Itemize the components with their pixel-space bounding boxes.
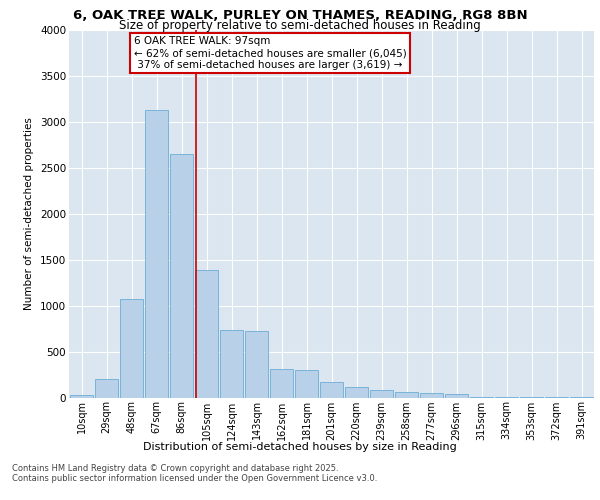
Bar (195, 270, 218, 398)
Text: Contains public sector information licensed under the Open Government Licence v3: Contains public sector information licen… (12, 474, 377, 483)
Text: 6 OAK TREE WALK: 97sqm
← 62% of semi-detached houses are smaller (6,045)
 37% of: 6 OAK TREE WALK: 97sqm ← 62% of semi-det… (134, 36, 407, 70)
Bar (145, 110, 168, 398)
Bar (120, 299, 143, 398)
Bar (270, 369, 293, 398)
Bar (295, 370, 318, 398)
Bar (170, 154, 193, 398)
Text: Distribution of semi-detached houses by size in Reading: Distribution of semi-detached houses by … (143, 442, 457, 452)
Bar (95, 379, 118, 398)
Bar (420, 393, 443, 398)
Text: Contains HM Land Registry data © Crown copyright and database right 2025.: Contains HM Land Registry data © Crown c… (12, 464, 338, 473)
Bar (470, 396, 493, 398)
Text: 6, OAK TREE WALK, PURLEY ON THAMES, READING, RG8 8BN: 6, OAK TREE WALK, PURLEY ON THAMES, READ… (73, 9, 527, 22)
Bar (70, 394, 93, 398)
Bar (345, 387, 368, 398)
Bar (395, 392, 418, 398)
Text: Size of property relative to semi-detached houses in Reading: Size of property relative to semi-detach… (119, 19, 481, 32)
Y-axis label: Number of semi-detached properties: Number of semi-detached properties (25, 118, 34, 310)
Bar (220, 330, 243, 398)
Bar (245, 332, 268, 398)
Bar (320, 382, 343, 398)
Bar (370, 390, 393, 398)
Bar (445, 394, 468, 398)
